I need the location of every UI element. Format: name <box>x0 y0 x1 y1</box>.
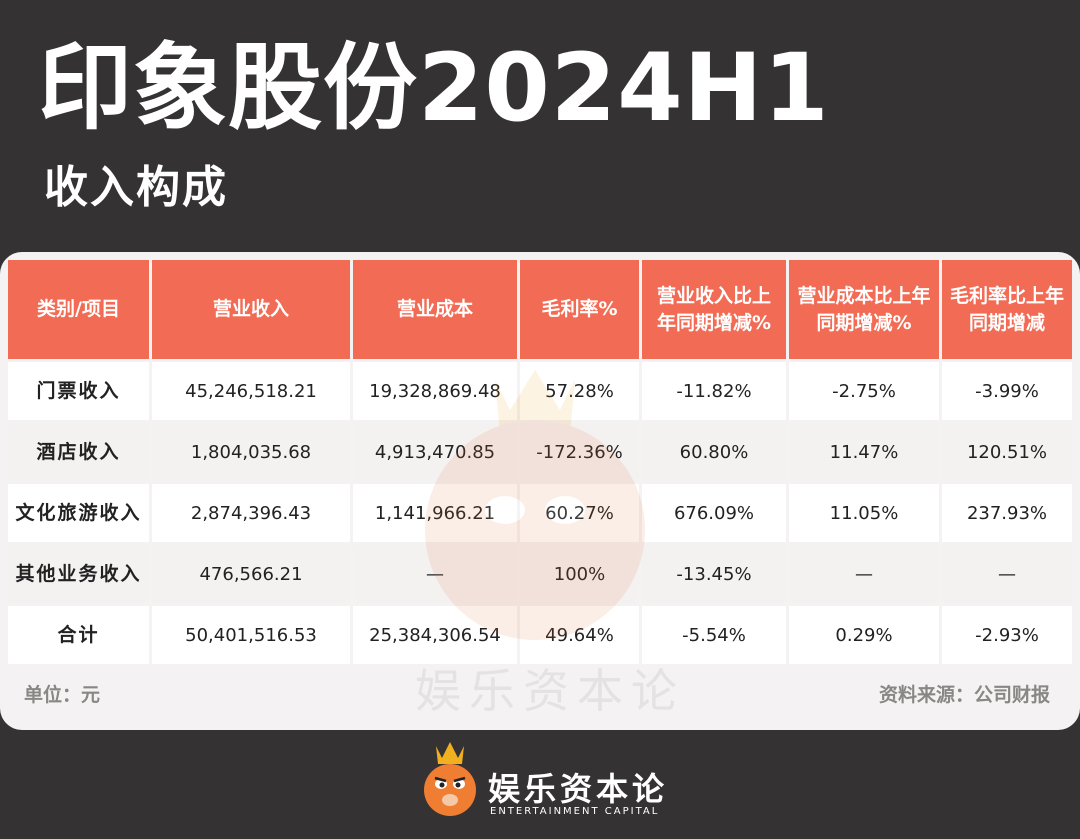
cell-margin-yoy: — <box>942 545 1072 606</box>
cell-revenue: 1,804,035.68 <box>152 423 353 484</box>
cell-gross-margin: 57.28% <box>520 362 642 423</box>
cell-cost-yoy: 11.05% <box>789 484 942 545</box>
column-header-gross-margin: 毛利率% <box>520 260 642 362</box>
cell-margin-yoy: -3.99% <box>942 362 1072 423</box>
cell-revenue: 476,566.21 <box>152 545 353 606</box>
table-row: 酒店收入 1,804,035.68 4,913,470.85 -172.36% … <box>8 423 1072 484</box>
table-row: 门票收入 45,246,518.21 19,328,869.48 57.28% … <box>8 362 1072 423</box>
cell-cost: — <box>353 545 520 606</box>
revenue-table: 类别/项目 营业收入 营业成本 毛利率% 营业收入比上年同期增减% 营业成本比上… <box>8 260 1072 667</box>
cell-cost-yoy: — <box>789 545 942 606</box>
cell-revenue-yoy: 676.09% <box>642 484 789 545</box>
column-header-category: 类别/项目 <box>8 260 152 362</box>
row-category: 门票收入 <box>8 362 152 423</box>
cell-cost: 19,328,869.48 <box>353 362 520 423</box>
crowned-mascot-icon <box>424 742 476 816</box>
page-subtitle: 收入构成 <box>44 162 228 213</box>
cell-revenue: 2,874,396.43 <box>152 484 353 545</box>
cell-margin-yoy: 120.51% <box>942 423 1072 484</box>
cell-gross-margin: -172.36% <box>520 423 642 484</box>
table-row-total: 合计 50,401,516.53 25,384,306.54 49.64% -5… <box>8 606 1072 667</box>
row-category: 文化旅游收入 <box>8 484 152 545</box>
data-card: 类别/项目 营业收入 营业成本 毛利率% 营业收入比上年同期增减% 营业成本比上… <box>0 252 1080 730</box>
brand-name: 娱乐资本论 <box>488 770 669 808</box>
cell-cost: 25,384,306.54 <box>353 606 520 667</box>
column-header-revenue: 营业收入 <box>152 260 353 362</box>
cell-revenue-yoy: -13.45% <box>642 545 789 606</box>
cell-revenue: 50,401,516.53 <box>152 606 353 667</box>
cell-revenue-yoy: 60.80% <box>642 423 789 484</box>
column-header-cost-yoy: 营业成本比上年同期增减% <box>789 260 942 362</box>
row-category: 合计 <box>8 606 152 667</box>
cell-gross-margin: 60.27% <box>520 484 642 545</box>
table-header-row: 类别/项目 营业收入 营业成本 毛利率% 营业收入比上年同期增减% 营业成本比上… <box>8 260 1072 362</box>
cell-gross-margin: 49.64% <box>520 606 642 667</box>
table-row: 文化旅游收入 2,874,396.43 1,141,966.21 60.27% … <box>8 484 1072 545</box>
brand-name-english: ENTERTAINMENT CAPITAL <box>490 806 660 817</box>
column-header-revenue-yoy: 营业收入比上年同期增减% <box>642 260 789 362</box>
page-title: 印象股份2024H1 <box>38 34 830 143</box>
cell-cost: 1,141,966.21 <box>353 484 520 545</box>
row-category: 其他业务收入 <box>8 545 152 606</box>
row-category: 酒店收入 <box>8 423 152 484</box>
cell-margin-yoy: 237.93% <box>942 484 1072 545</box>
column-header-margin-yoy: 毛利率比上年同期增减 <box>942 260 1072 362</box>
column-header-cost: 营业成本 <box>353 260 520 362</box>
cell-cost-yoy: -2.75% <box>789 362 942 423</box>
cell-revenue-yoy: -11.82% <box>642 362 789 423</box>
cell-revenue: 45,246,518.21 <box>152 362 353 423</box>
cell-cost: 4,913,470.85 <box>353 423 520 484</box>
unit-note: 单位：元 <box>24 684 101 706</box>
cell-margin-yoy: -2.93% <box>942 606 1072 667</box>
source-note: 资料来源：公司财报 <box>878 684 1050 706</box>
table-row: 其他业务收入 476,566.21 — 100% -13.45% — — <box>8 545 1072 606</box>
cell-revenue-yoy: -5.54% <box>642 606 789 667</box>
cell-cost-yoy: 11.47% <box>789 423 942 484</box>
cell-cost-yoy: 0.29% <box>789 606 942 667</box>
cell-gross-margin: 100% <box>520 545 642 606</box>
